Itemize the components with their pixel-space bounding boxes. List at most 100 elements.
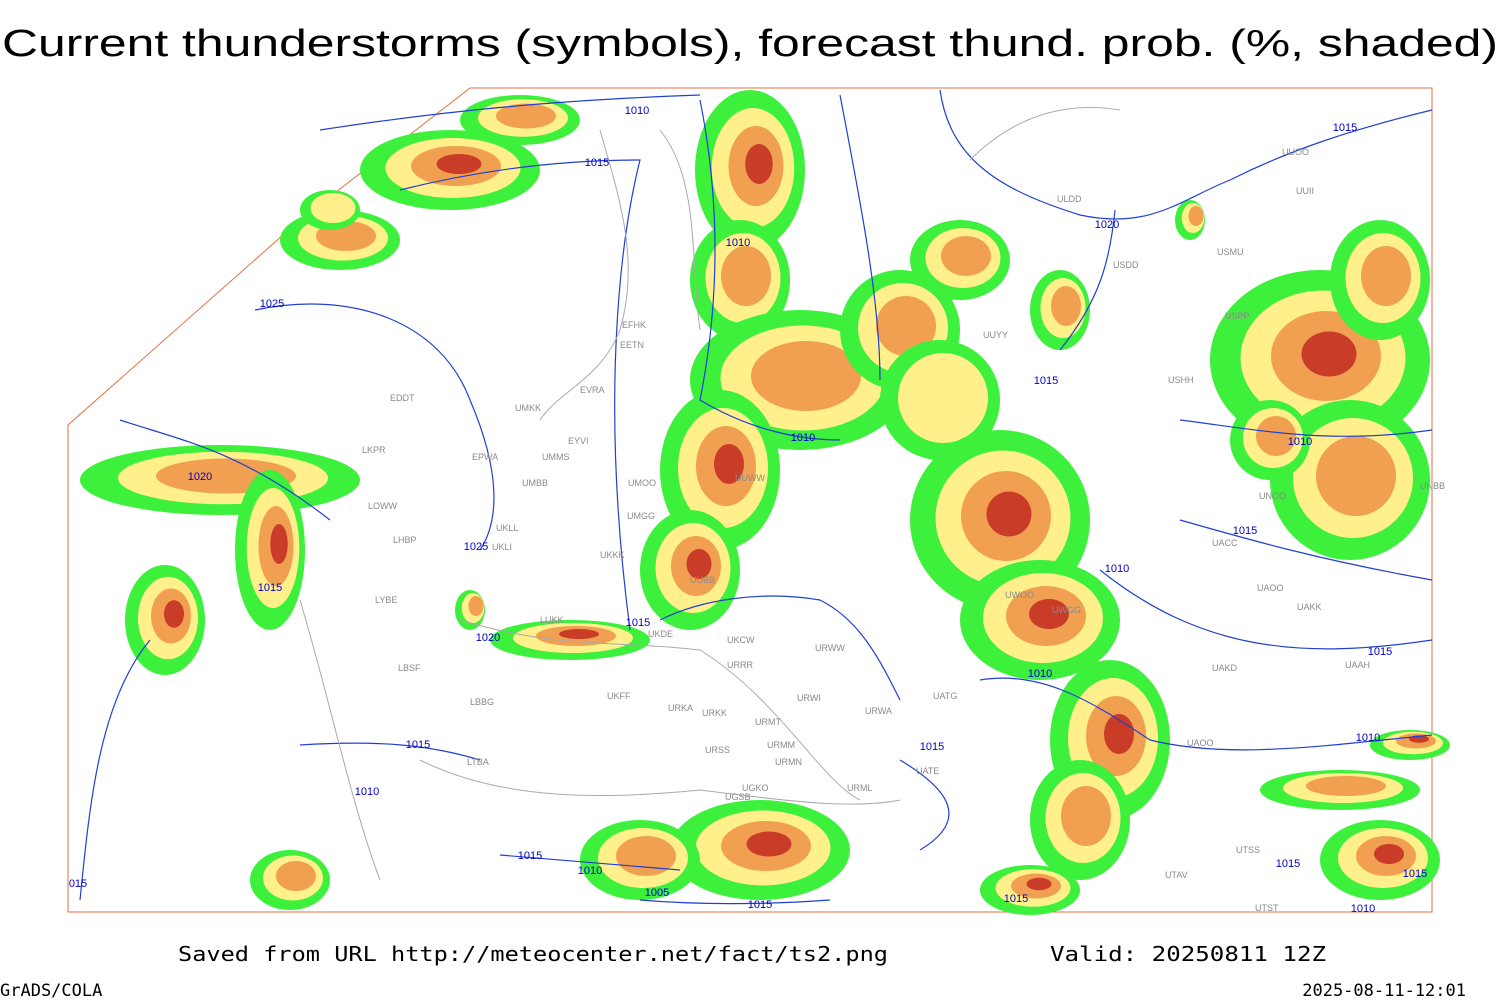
isobars bbox=[79, 89, 1433, 905]
station-label: URMN bbox=[775, 757, 802, 767]
isobar-label: 1015 bbox=[585, 157, 609, 169]
isobar-label: 1010 bbox=[726, 237, 750, 249]
shade-4 bbox=[436, 154, 482, 174]
shade-3 bbox=[1316, 436, 1396, 516]
station-label: URRR bbox=[727, 660, 753, 670]
station-label: USMU bbox=[1217, 247, 1244, 257]
shade-4 bbox=[686, 549, 712, 579]
isobar-label: 1010 bbox=[578, 865, 602, 877]
isobar-label: 1010 bbox=[355, 786, 379, 798]
station-label: UTST bbox=[1255, 903, 1279, 913]
station-label: UKLI bbox=[492, 542, 512, 552]
shade-4 bbox=[1026, 877, 1052, 891]
station-label: UUBB bbox=[690, 575, 715, 585]
shade-4 bbox=[714, 444, 744, 484]
shade-3 bbox=[1051, 286, 1081, 326]
station-label: URKA bbox=[668, 703, 693, 713]
shade-3 bbox=[721, 246, 771, 306]
shade-3 bbox=[1188, 206, 1204, 226]
station-label: USHH bbox=[1168, 375, 1194, 385]
probability-shading bbox=[80, 90, 1450, 915]
station-label: UACC bbox=[1212, 538, 1238, 548]
station-label: USDD bbox=[1113, 260, 1139, 270]
isobar-label: 1025 bbox=[260, 298, 284, 310]
shade-3 bbox=[468, 596, 484, 616]
isobar-label: 1015 bbox=[1403, 868, 1427, 880]
isobar-label: 1010 bbox=[1351, 903, 1375, 915]
source-url: Saved from URL http://meteocenter.net/fa… bbox=[178, 942, 888, 966]
station-label: LOWW bbox=[368, 501, 398, 511]
shade-3 bbox=[1361, 246, 1411, 306]
station-label: UMKK bbox=[515, 403, 541, 413]
shade-4 bbox=[164, 600, 184, 628]
isobar-label: 1010 bbox=[791, 432, 815, 444]
isobar-label: 1015 bbox=[1034, 375, 1058, 387]
isobar-label: 1015 bbox=[748, 899, 772, 911]
shade-4 bbox=[1104, 714, 1134, 754]
isobar-label: 1015 bbox=[1233, 525, 1257, 537]
shade-3 bbox=[276, 861, 316, 891]
station-label: UMGG bbox=[627, 511, 655, 521]
coastlines bbox=[299, 107, 1121, 881]
station-label: UAOO bbox=[1187, 738, 1214, 748]
station-label: UKKK bbox=[600, 550, 625, 560]
isobar-label: 1015 bbox=[1004, 893, 1028, 905]
isobar-label: 1015 bbox=[626, 617, 650, 629]
isobar-label: 1005 bbox=[645, 887, 669, 899]
map-title: Current thunderstorms (symbols), forecas… bbox=[2, 23, 1498, 65]
station-label: UTSS bbox=[1236, 845, 1260, 855]
station-label: EPWA bbox=[472, 452, 498, 462]
isobar-label: 1010 bbox=[1356, 732, 1380, 744]
station-label: LYBE bbox=[375, 595, 397, 605]
station-label: URWW bbox=[815, 643, 845, 653]
station-label: UGKO bbox=[742, 783, 769, 793]
shade-4 bbox=[1029, 599, 1069, 629]
shade-4 bbox=[1301, 331, 1357, 377]
station-label: URML bbox=[847, 783, 873, 793]
shade-4 bbox=[559, 629, 599, 639]
station-label: UATG bbox=[933, 691, 957, 701]
shade-4 bbox=[986, 491, 1032, 537]
credit: GrADS/COLA bbox=[0, 981, 102, 1000]
isobar-label: 1010 bbox=[1105, 563, 1129, 575]
station-label: UKCW bbox=[727, 635, 755, 645]
station-label: URKK bbox=[702, 708, 727, 718]
station-label: UAOO bbox=[1257, 583, 1284, 593]
shade-3 bbox=[1061, 786, 1111, 846]
station-label: UAAH bbox=[1345, 660, 1370, 670]
station-label: UAKD bbox=[1212, 663, 1238, 673]
station-label: LKPR bbox=[362, 445, 386, 455]
isobar-label: 1015 bbox=[920, 741, 944, 753]
station-label: UMBB bbox=[522, 478, 548, 488]
isobar-label: 015 bbox=[69, 878, 87, 890]
station-label: LBBG bbox=[470, 697, 494, 707]
shade-3 bbox=[751, 341, 861, 411]
station-label: UNOO bbox=[1259, 491, 1286, 501]
station-label: URMT bbox=[755, 717, 781, 727]
station-label: UTAV bbox=[1165, 870, 1188, 880]
isobar-label: 1020 bbox=[188, 471, 212, 483]
station-label: UATE bbox=[916, 766, 939, 776]
station-label: UAKK bbox=[1297, 602, 1322, 612]
station-label: UUOO bbox=[1282, 147, 1309, 157]
isobar-label: 1020 bbox=[476, 632, 500, 644]
station-label: UKFF bbox=[607, 691, 631, 701]
shade-2 bbox=[898, 353, 988, 443]
shade-4 bbox=[1374, 844, 1404, 864]
shade-3 bbox=[1306, 776, 1386, 796]
station-label: LHBP bbox=[393, 535, 417, 545]
station-label: UUYY bbox=[983, 330, 1008, 340]
shade-3 bbox=[496, 103, 556, 129]
station-label: UUII bbox=[1296, 186, 1314, 196]
shade-4 bbox=[745, 144, 773, 184]
station-label: USPP bbox=[1225, 311, 1250, 321]
station-label: EFHK bbox=[622, 320, 646, 330]
station-label: UWGG bbox=[1052, 605, 1081, 615]
isobar-label: 1015 bbox=[1333, 122, 1357, 134]
station-label: LUKK bbox=[540, 615, 564, 625]
station-label: EETN bbox=[620, 340, 644, 350]
station-label: URMM bbox=[767, 740, 795, 750]
shade-2 bbox=[310, 193, 356, 223]
isobar-label: 1010 bbox=[1288, 436, 1312, 448]
timestamp: 2025-08-11-12:01 bbox=[1302, 981, 1466, 1000]
